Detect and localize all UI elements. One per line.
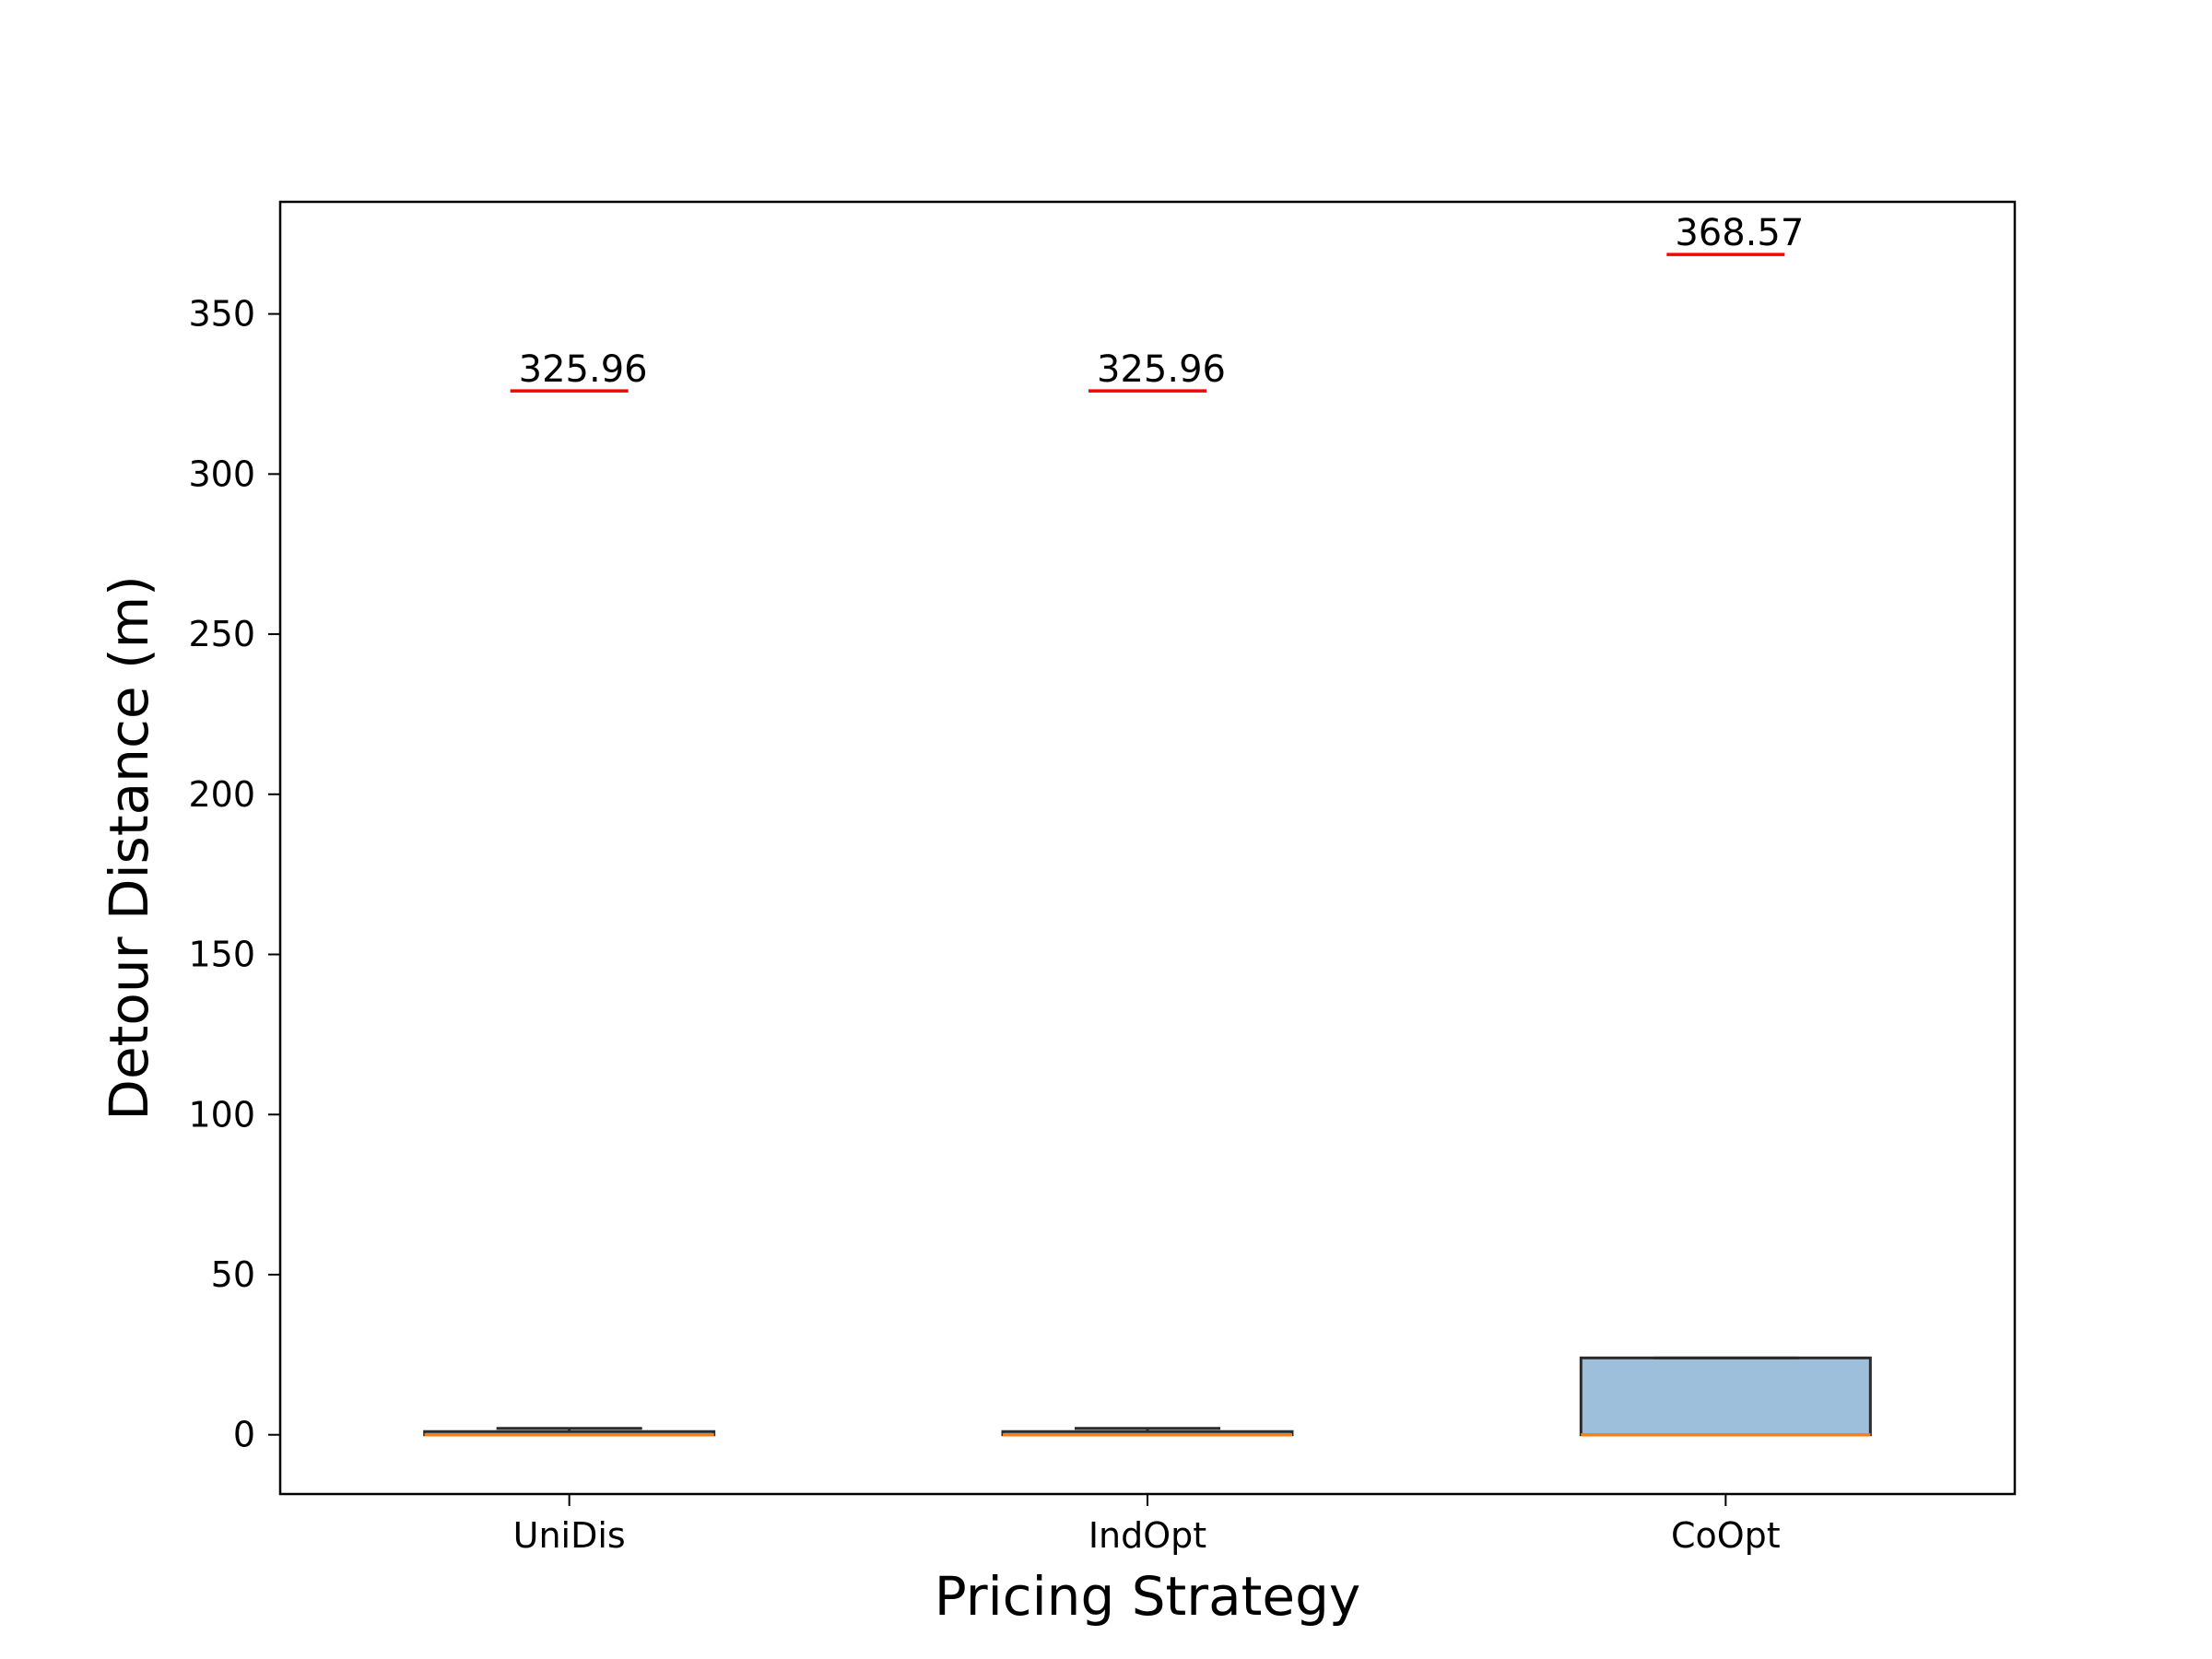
y-tick-label: 50 [211, 1254, 255, 1295]
box-group: 325.96 [1001, 348, 1294, 1437]
max-value-label: 368.57 [1675, 212, 1804, 254]
x-tick-label: CoOpt [1671, 1515, 1781, 1556]
x-axis: UniDis IndOpt CoOpt [513, 1494, 1781, 1556]
box-body [1579, 1356, 1872, 1437]
x-axis-title: Pricing Strategy [935, 1565, 1360, 1628]
x-tick-label: UniDis [513, 1515, 626, 1556]
y-axis: 0 50 100 150 200 250 300 350 [188, 294, 280, 1455]
box-group: 368.57 [1579, 212, 1872, 1437]
x-tick-label: IndOpt [1088, 1515, 1206, 1556]
max-value-label: 325.96 [519, 348, 648, 391]
y-tick-label: 250 [188, 614, 255, 654]
plot-layer: 325.96 325.96 368.57 [423, 212, 1872, 1437]
y-tick-label: 350 [188, 294, 255, 335]
y-tick-label: 150 [188, 935, 255, 975]
max-value-label: 325.96 [1097, 348, 1226, 391]
y-tick-label: 100 [188, 1094, 255, 1135]
plot-frame [278, 200, 2017, 1496]
y-tick-label: 0 [233, 1415, 255, 1455]
y-axis-title: Detour Distance (m) [98, 575, 160, 1120]
y-tick-label: 200 [188, 774, 255, 815]
box-group: 325.96 [423, 348, 716, 1437]
y-tick-label: 300 [188, 453, 255, 494]
